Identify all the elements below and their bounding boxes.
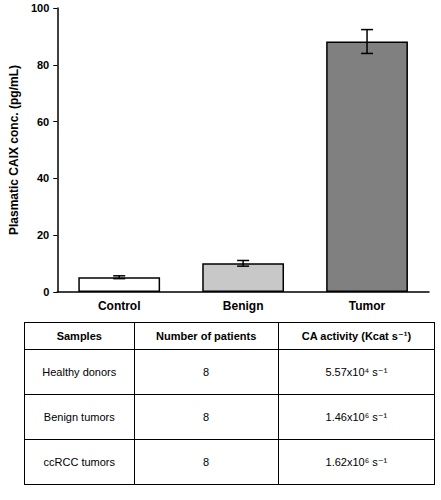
html-text:8: 8: [203, 366, 210, 378]
html-text:Samples: Samples: [56, 330, 102, 342]
html-text:Number of patients: Number of patients: [156, 330, 257, 342]
html-text:1.62x10⁶ s⁻¹: 1.62x10⁶ s⁻¹: [325, 455, 388, 468]
svg-text:80: 80: [37, 59, 49, 71]
html-text:5.57x10⁴ s⁻¹: 5.57x10⁴ s⁻¹: [325, 365, 388, 378]
svg-text:20: 20: [37, 229, 49, 241]
svg-text:Control: Control: [98, 299, 141, 313]
svg-text:Tumor: Tumor: [349, 299, 386, 313]
html-text:Healthy donors: Healthy donors: [42, 366, 117, 378]
html-text:8: 8: [203, 456, 210, 468]
html-text:1.46x10⁶ s⁻¹: 1.46x10⁶ s⁻¹: [325, 410, 388, 423]
svg-text:Benign: Benign: [223, 299, 264, 313]
html-text:ccRCC tumors: ccRCC tumors: [43, 456, 115, 468]
svg-text:Plasmatic CAIX conc. (pg/mL): Plasmatic CAIX conc. (pg/mL): [7, 65, 21, 235]
html-text:Benign tumors: Benign tumors: [43, 411, 115, 423]
svg-text:100: 100: [31, 2, 49, 14]
html-text:8: 8: [203, 411, 210, 423]
svg-text:60: 60: [37, 116, 49, 128]
html-text:CA activity (Kcat s⁻¹): CA activity (Kcat s⁻¹): [301, 329, 411, 342]
svg-text:40: 40: [37, 172, 49, 184]
svg-text:0: 0: [43, 286, 49, 298]
